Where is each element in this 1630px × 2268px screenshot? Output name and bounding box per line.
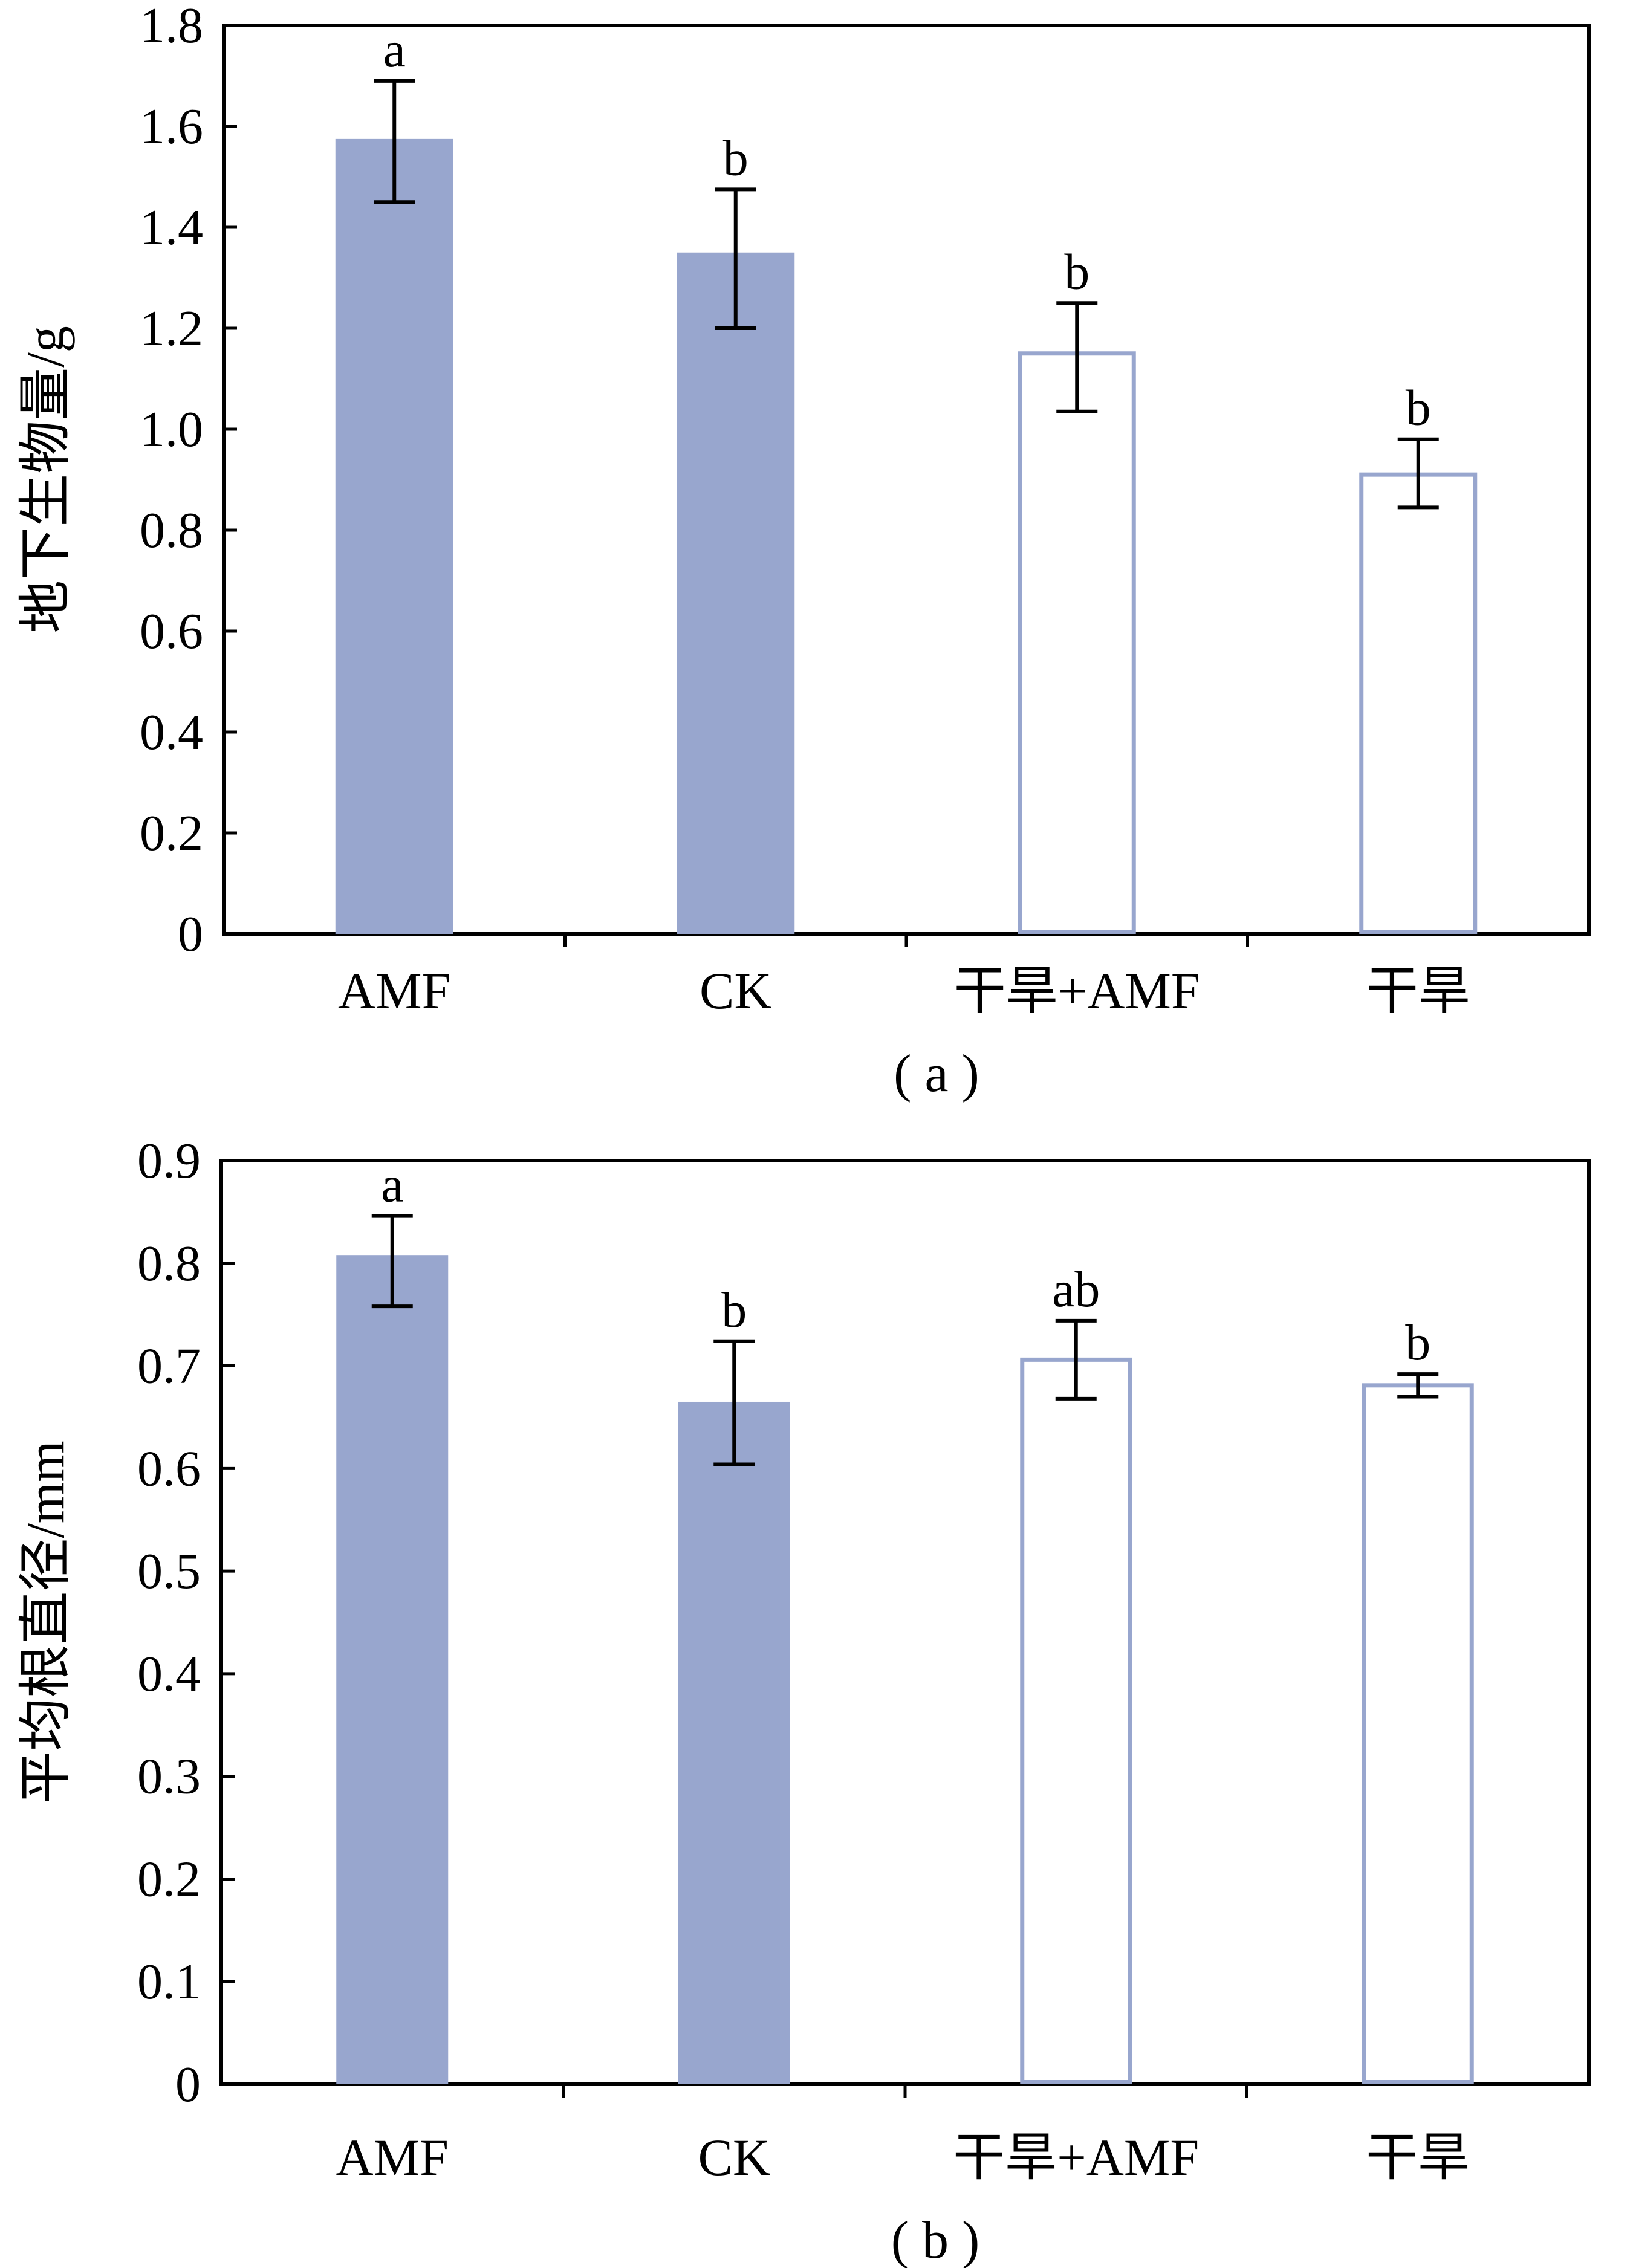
chart-b-significance-label: b	[1405, 1315, 1430, 1371]
chart-b-bar-1	[678, 1401, 790, 2084]
chart-a-error-bar-1	[715, 187, 756, 330]
chart-b-error-bar-1	[713, 1339, 755, 1466]
chart-a-significance-label: a	[383, 22, 406, 78]
chart-b-y-tick-label: 0.3	[137, 1749, 201, 1805]
chart-a-error-bar-2	[1056, 301, 1098, 413]
chart-a-y-tick-label: 1.2	[140, 300, 203, 357]
chart-b-y-tick-label: 0.4	[137, 1646, 201, 1702]
chart-b-y-tick-label: 0.1	[137, 1954, 201, 2010]
chart-a-y-tick-label: 1.0	[140, 401, 203, 458]
chart-b-y-tick-label: 0.6	[137, 1440, 201, 1497]
chart-a-significance-label: b	[1064, 244, 1089, 300]
chart-b-panel-label: ( b )	[891, 2211, 980, 2268]
chart-b-y-tick-label: 0.9	[137, 1133, 201, 1189]
chart-a-bar-1	[677, 252, 795, 934]
chart-a-error-bar-0	[374, 79, 415, 204]
chart-a-y-tick-label: 0.6	[140, 603, 203, 659]
chart-b-error-bar-2	[1055, 1318, 1097, 1401]
chart-b-y-tick-label: 0.2	[137, 1851, 201, 1907]
chart-b-y-tick-label: 0.8	[137, 1236, 201, 1292]
chart-a-x-category-label: 干旱	[1366, 962, 1470, 1020]
chart-a-x-category-label: 干旱+AMF	[954, 962, 1200, 1020]
chart-b-error-bar-3	[1397, 1372, 1439, 1399]
chart-b-significance-label: ab	[1052, 1262, 1100, 1318]
chart-b-bar-3	[1362, 1383, 1474, 2084]
chart-b-y-axis-title: 平均根直径/mm	[17, 1440, 76, 1804]
chart-b: 0 0.1 0.2 0.3 0.4 0.5 0.6 0.7 0.8 0.9 a AMF b CK ab 干旱+…	[17, 1133, 1591, 2268]
chart-b-x-category-label: CK	[698, 2128, 770, 2186]
chart-b-significance-label: b	[721, 1282, 747, 1338]
chart-a-y-axis-title: 地下生物量/g	[17, 326, 76, 633]
chart-a-error-bar-3	[1397, 437, 1439, 510]
chart-b-x-category-label: 干旱	[1366, 2128, 1470, 2186]
chart-a-significance-label: b	[723, 130, 748, 186]
chart-a-significance-label: b	[1406, 380, 1431, 436]
chart-b-error-bar-0	[371, 1214, 413, 1309]
chart-a: 0 0.2 0.4 0.6 0.8 1.0 1.2 1.4 1.6 1.8 a AMF b CK b 干旱+A…	[17, 0, 1591, 1103]
chart-b-bar-2	[1020, 1357, 1132, 2084]
chart-b-x-category-label: AMF	[336, 2128, 449, 2186]
chart-b-y-tick-label: 0.5	[137, 1543, 201, 1599]
chart-a-y-tick-label: 0.2	[140, 805, 203, 861]
chart-b-bar-0	[336, 1255, 449, 2084]
chart-a-y-tick-label: 1.6	[140, 99, 203, 155]
chart-b-x-category-label: 干旱+AMF	[953, 2128, 1199, 2186]
chart-a-y-tick-label: 0	[178, 906, 203, 962]
chart-b-y-tick-label: 0	[175, 2056, 201, 2113]
chart-a-y-tick-label: 1.4	[140, 199, 203, 256]
chart-b-y-tick-label: 0.7	[137, 1338, 201, 1395]
chart-a-x-category-label: CK	[700, 962, 771, 1020]
chart-a-y-tick-label: 0.8	[140, 502, 203, 559]
chart-a-bar-2	[1018, 351, 1136, 934]
chart-b-significance-label: a	[381, 1157, 403, 1213]
chart-a-x-category-label: AMF	[338, 962, 450, 1020]
chart-a-bar-3	[1359, 472, 1478, 934]
chart-a-panel-label: ( a )	[894, 1045, 979, 1103]
chart-a-bar-0	[335, 138, 453, 934]
chart-a-y-tick-label: 0.4	[140, 704, 203, 760]
chart-a-y-tick-label: 1.8	[140, 0, 203, 54]
